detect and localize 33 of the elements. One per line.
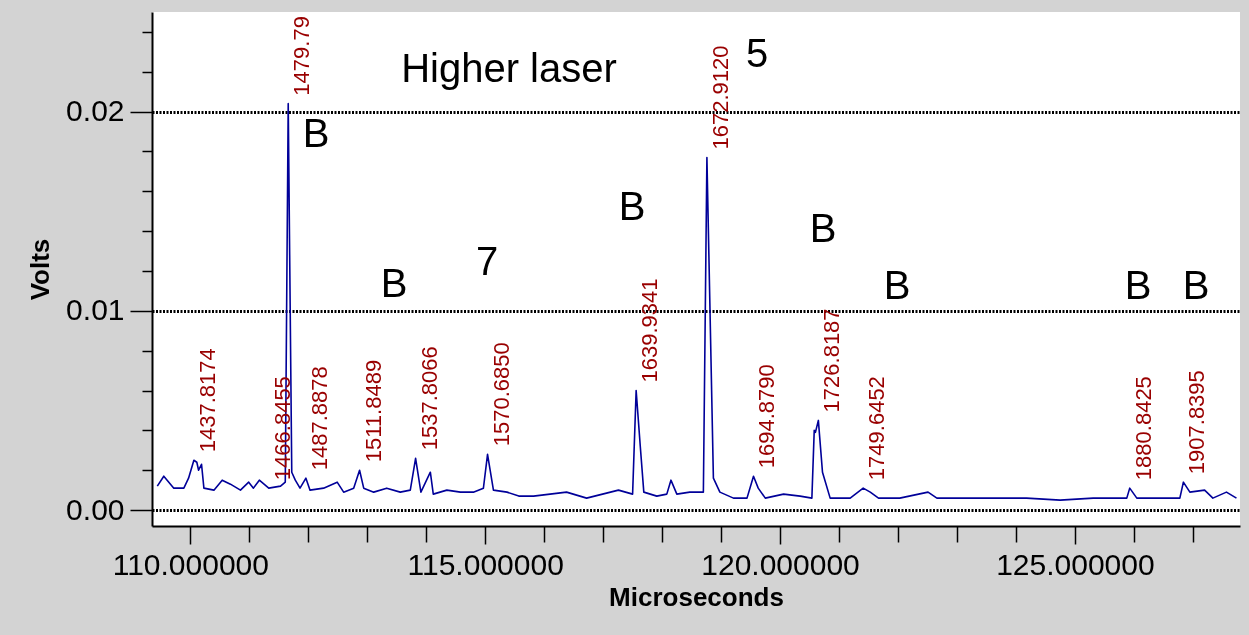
annotation: 1639.9341 (637, 278, 663, 383)
annotation: B (883, 263, 911, 307)
annotation: 1437.8174 (194, 348, 220, 453)
annotation: 1479.79 (289, 16, 315, 96)
annotation: 1487.8878 (306, 366, 332, 471)
annotation: 1880.8425 (1130, 376, 1156, 481)
annotation: B (302, 111, 330, 155)
annotation: 7 (475, 239, 499, 283)
annotation: Higher laser (401, 46, 617, 90)
annotation: 1511.8489 (360, 359, 386, 463)
x-tick-label: 115.000000 (407, 547, 564, 581)
annotation: 1749.6452 (864, 376, 890, 481)
y-tick-label: 0.01 (66, 293, 125, 327)
y-tick-label: 0.02 (66, 94, 125, 128)
annotation: 1907.8395 (1184, 370, 1210, 475)
annotation: 1694.8790 (754, 364, 780, 469)
x-axis-title: Microseconds (609, 581, 784, 612)
annotation: 5 (745, 31, 769, 75)
annotation: B (618, 184, 646, 228)
annotation: 1537.8066 (416, 346, 442, 451)
annotation: B (380, 261, 408, 305)
annotation: 1672.9120 (707, 45, 733, 150)
annotation: 1570.6850 (488, 342, 514, 447)
annotation: B (1124, 263, 1152, 307)
annotation: 1466.8455 (269, 376, 295, 481)
x-tick-label: 110.000000 (112, 547, 269, 581)
x-tick-label: 120.000000 (701, 547, 860, 581)
annotation: B (1182, 263, 1210, 307)
y-axis-title: Volts (25, 238, 56, 301)
x-tick-label: 125.000000 (996, 547, 1155, 581)
annotation: 1726.8187 (819, 308, 845, 413)
y-tick-label: 0.00 (66, 492, 125, 526)
annotation: B (809, 206, 837, 250)
